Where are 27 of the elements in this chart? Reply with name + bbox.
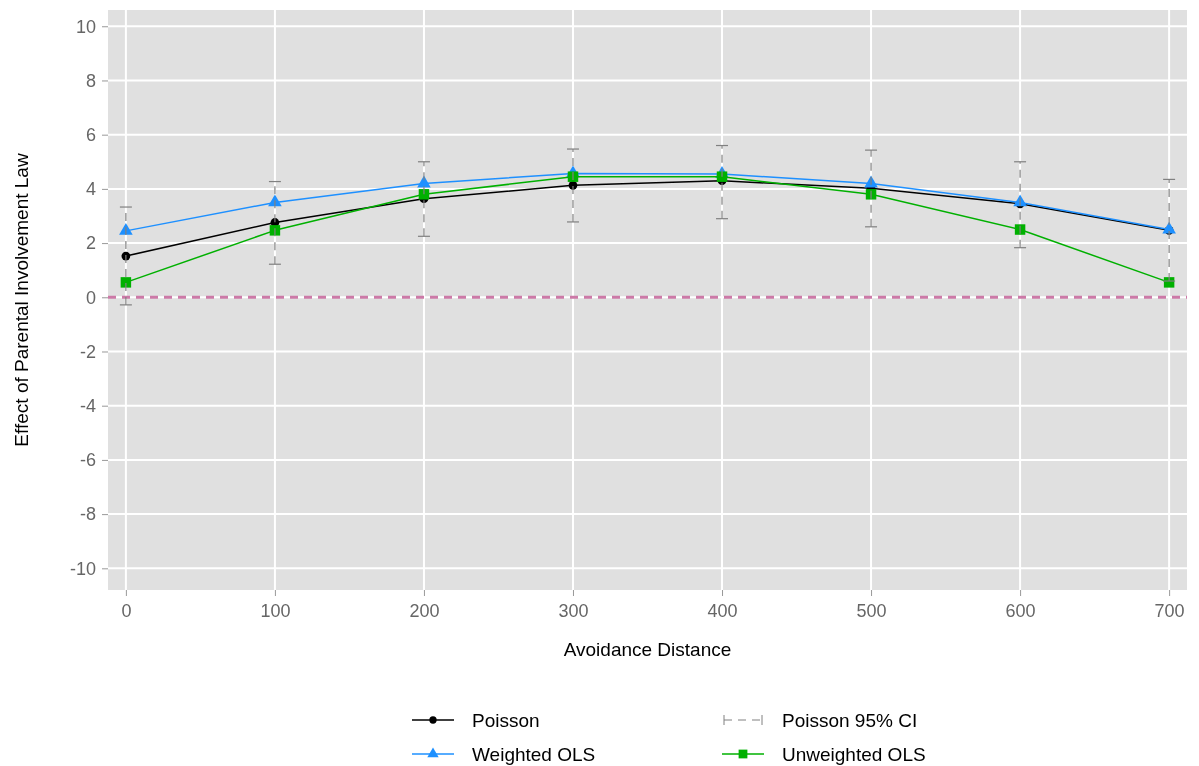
legend-label: Unweighted OLS: [782, 744, 926, 765]
y-tick-label: 8: [85, 70, 96, 91]
y-tick-label: -10: [69, 558, 96, 579]
y-tick-label: -6: [79, 450, 96, 471]
point: [120, 277, 132, 288]
legend-label: Weighted OLS: [472, 744, 596, 765]
x-tick-label: 400: [707, 600, 738, 621]
x-tick-label: 300: [558, 600, 589, 621]
x-tick-label: 100: [260, 600, 291, 621]
x-tick-label: 500: [856, 600, 887, 621]
legend-label: Poisson: [472, 710, 540, 731]
x-tick-label: 700: [1154, 600, 1185, 621]
y-tick-label: 10: [75, 16, 96, 37]
y-tick-label: -8: [79, 504, 96, 525]
y-tick-label: -2: [79, 341, 96, 362]
x-tick-label: 600: [1005, 600, 1036, 621]
text: Poisson 95% CI: [782, 710, 918, 731]
x-tick-label: 200: [409, 600, 440, 621]
y-tick-label: 4: [85, 179, 96, 200]
y-tick-label: 2: [85, 233, 96, 254]
x-axis-title: Avoidance Distance: [563, 639, 732, 660]
point: [418, 189, 430, 200]
x-tick-label: 0: [121, 600, 132, 621]
y-axis-title: Effect of Parental Involvement Law: [11, 153, 32, 447]
y-tick-label: 0: [85, 287, 96, 308]
y-tick-label: 6: [85, 124, 96, 145]
y-tick-label: -4: [79, 395, 96, 416]
